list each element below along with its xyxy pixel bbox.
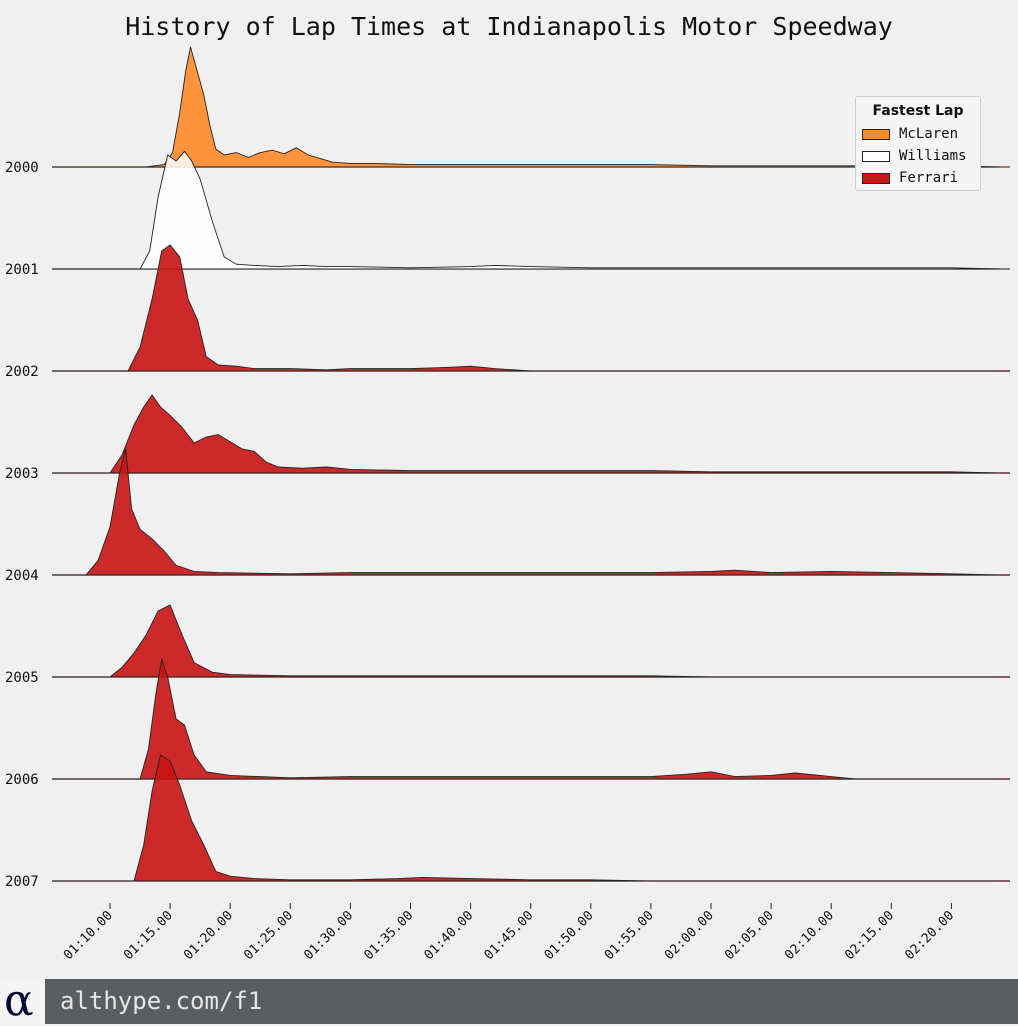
ridge-area-2006 [52, 658, 1000, 780]
x-tick-label: 01:30.00 [301, 908, 356, 963]
x-axis-ticks: 01:10.00 01:15.00 01:20.00 01:25.00 01:30.00… [61, 903, 957, 963]
legend-label-ferrari: Ferrari [899, 170, 959, 186]
year-label-2001: 2001 [5, 262, 39, 278]
x-tick-label: 01:20.00 [181, 908, 236, 963]
ridge-area-2002 [52, 244, 1000, 372]
x-tick-label: 02:05.00 [722, 908, 777, 963]
legend-item-ferrari: Ferrari [862, 170, 958, 186]
ridge-area-2003 [52, 394, 1000, 474]
alpha-logo-icon: α [0, 975, 45, 1026]
x-tick-label: 01:40.00 [422, 908, 477, 963]
year-label-2006: 2006 [5, 772, 39, 788]
legend-item-williams: Williams [862, 148, 966, 164]
x-tick-label: 01:35.00 [361, 908, 416, 963]
x-tick-label: 02:00.00 [662, 908, 717, 963]
year-label-2003: 2003 [5, 466, 39, 482]
year-label-2007: 2007 [5, 874, 39, 890]
footer-bar: α althype.com/f1 [0, 975, 1018, 1026]
ridge-area-2004 [52, 448, 1000, 576]
x-tick-label: 01:15.00 [121, 908, 176, 963]
x-tick-label: 02:20.00 [902, 908, 957, 963]
ridge-area-2001 [52, 150, 1000, 270]
ridge-area-2000 [52, 46, 1000, 168]
ridge-layer [52, 46, 1010, 882]
x-tick-label: 02:10.00 [782, 908, 837, 963]
x-tick-label: 01:50.00 [542, 908, 597, 963]
legend-swatch-mclaren [862, 128, 890, 140]
legend-title: Fastest Lap [872, 103, 964, 119]
year-labels: 2000 2001 2002 2003 2004 2005 2006 2007 [5, 160, 39, 890]
legend-label-mclaren: McLaren [899, 126, 959, 142]
ridgeline-chart: History of Lap Times at Indianapolis Mot… [5, 12, 1010, 963]
chart-title: History of Lap Times at Indianapolis Mot… [125, 12, 893, 41]
year-label-2005: 2005 [5, 670, 39, 686]
year-label-2002: 2002 [5, 364, 39, 380]
ridge-area-2007 [52, 754, 1000, 882]
legend-label-williams: Williams [899, 148, 967, 164]
legend-swatch-williams [862, 150, 890, 162]
x-tick-label: 01:55.00 [602, 908, 657, 963]
x-tick-label: 01:25.00 [241, 908, 296, 963]
footer-url[interactable]: althype.com/f1 [60, 987, 263, 1015]
x-tick-label: 02:15.00 [842, 908, 897, 963]
year-label-2000: 2000 [5, 160, 39, 176]
ridge-area-2005 [52, 604, 1000, 678]
x-tick-label: 01:10.00 [61, 908, 116, 963]
x-tick-label: 01:45.00 [482, 908, 537, 963]
legend: Fastest Lap McLaren Williams Ferrari [855, 96, 981, 191]
legend-item-mclaren: McLaren [862, 126, 958, 142]
year-label-2004: 2004 [5, 568, 39, 584]
legend-swatch-ferrari [862, 172, 890, 184]
